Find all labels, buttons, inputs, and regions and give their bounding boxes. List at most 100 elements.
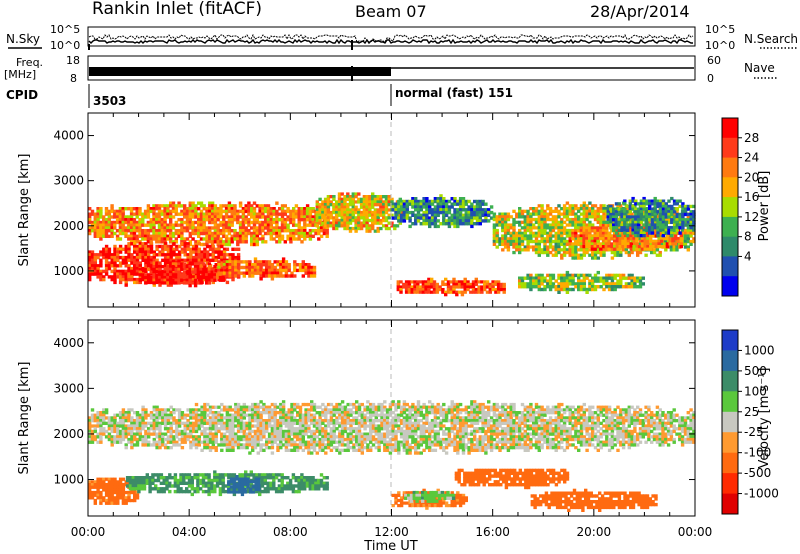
power-cell	[354, 200, 358, 204]
power-cell	[186, 255, 190, 260]
power-cell	[632, 245, 636, 249]
velocity-cell	[155, 424, 159, 428]
velocity-cell	[152, 440, 156, 444]
power-cell	[180, 234, 184, 238]
power-cell	[616, 279, 620, 283]
power-cell	[596, 245, 600, 249]
velocity-cell	[180, 416, 185, 420]
power-cell	[441, 280, 445, 284]
power-cell	[664, 204, 668, 209]
power-cell	[639, 226, 644, 230]
velocity-cell	[88, 437, 92, 442]
velocity-cell	[110, 416, 114, 420]
power-cell	[155, 244, 159, 249]
power-cell	[202, 223, 206, 227]
power-cell	[596, 239, 600, 243]
power-cell	[467, 222, 471, 226]
power-cell	[293, 268, 297, 273]
power-cell	[410, 280, 414, 284]
power-cell	[158, 280, 162, 285]
power-cell	[147, 253, 151, 257]
power-cell	[672, 202, 677, 206]
power-cell	[633, 282, 637, 286]
power-cell	[670, 210, 674, 214]
power-cell	[526, 220, 530, 224]
power-cell	[391, 202, 395, 206]
power-cell	[141, 218, 145, 222]
power-cell	[416, 290, 420, 294]
power-cell	[196, 275, 201, 280]
power-cell	[155, 269, 159, 274]
power-cell	[210, 220, 215, 225]
power-cell	[276, 274, 280, 278]
power-cell	[188, 209, 192, 214]
power-cell	[540, 204, 544, 208]
power-cell	[629, 226, 633, 230]
power-cell	[166, 250, 171, 254]
power-cell	[332, 224, 336, 228]
power-cell	[455, 280, 459, 284]
power-cell	[635, 247, 639, 251]
power-cell	[133, 258, 137, 262]
power-cell	[560, 226, 564, 230]
power-cell	[537, 209, 541, 213]
power-cell	[238, 204, 243, 208]
power-cell	[427, 290, 431, 294]
power-cell	[534, 285, 539, 289]
power-cell	[259, 274, 263, 278]
power-cell	[163, 255, 168, 260]
power-cell	[491, 285, 495, 289]
power-cell	[546, 245, 550, 249]
power-cell	[141, 277, 145, 282]
power-cell	[183, 277, 187, 282]
power-cell	[258, 237, 262, 241]
power-cell	[208, 237, 212, 241]
power-cell	[152, 204, 156, 208]
power-cell	[560, 217, 564, 222]
power-cell	[141, 212, 145, 216]
velocity-cell	[192, 435, 196, 439]
power-cell	[127, 247, 131, 251]
power-cell	[110, 229, 114, 233]
power-cell	[266, 209, 271, 214]
power-cell	[202, 275, 206, 280]
power-cell	[222, 260, 227, 264]
power-cell	[447, 219, 452, 223]
power-cell	[436, 205, 440, 209]
velocity-cell	[180, 421, 185, 425]
power-cell	[588, 201, 592, 205]
power-cell	[337, 192, 342, 196]
velocity-cell	[127, 411, 131, 415]
power-cell	[574, 245, 578, 249]
power-cell	[585, 212, 589, 216]
velocity-cell	[96, 413, 100, 417]
power-cell	[623, 223, 627, 227]
power-cell	[303, 220, 307, 225]
power-cell	[642, 202, 646, 206]
power-cell	[509, 223, 513, 227]
power-cell	[152, 212, 156, 216]
power-cell	[228, 265, 232, 270]
power-cell	[138, 261, 142, 265]
power-cell	[458, 210, 463, 215]
power-cell	[523, 248, 527, 252]
power-cell	[689, 215, 693, 219]
velocity-cell	[147, 421, 151, 425]
power-cell	[582, 223, 586, 227]
power-cell	[626, 239, 631, 243]
power-cell	[127, 226, 131, 230]
power-cell	[230, 240, 234, 244]
velocity-cell	[169, 416, 173, 420]
power-cell	[414, 197, 418, 201]
power-cell	[656, 204, 660, 209]
velocity-cell	[138, 424, 142, 428]
power-cell	[116, 275, 120, 279]
power-cell	[205, 240, 209, 244]
power-cell	[554, 253, 558, 257]
power-cell	[225, 271, 230, 275]
power-cell	[213, 231, 218, 236]
power-cell	[116, 272, 120, 276]
power-cell	[88, 255, 92, 260]
power-cell	[520, 212, 525, 216]
power-cell	[234, 255, 238, 260]
